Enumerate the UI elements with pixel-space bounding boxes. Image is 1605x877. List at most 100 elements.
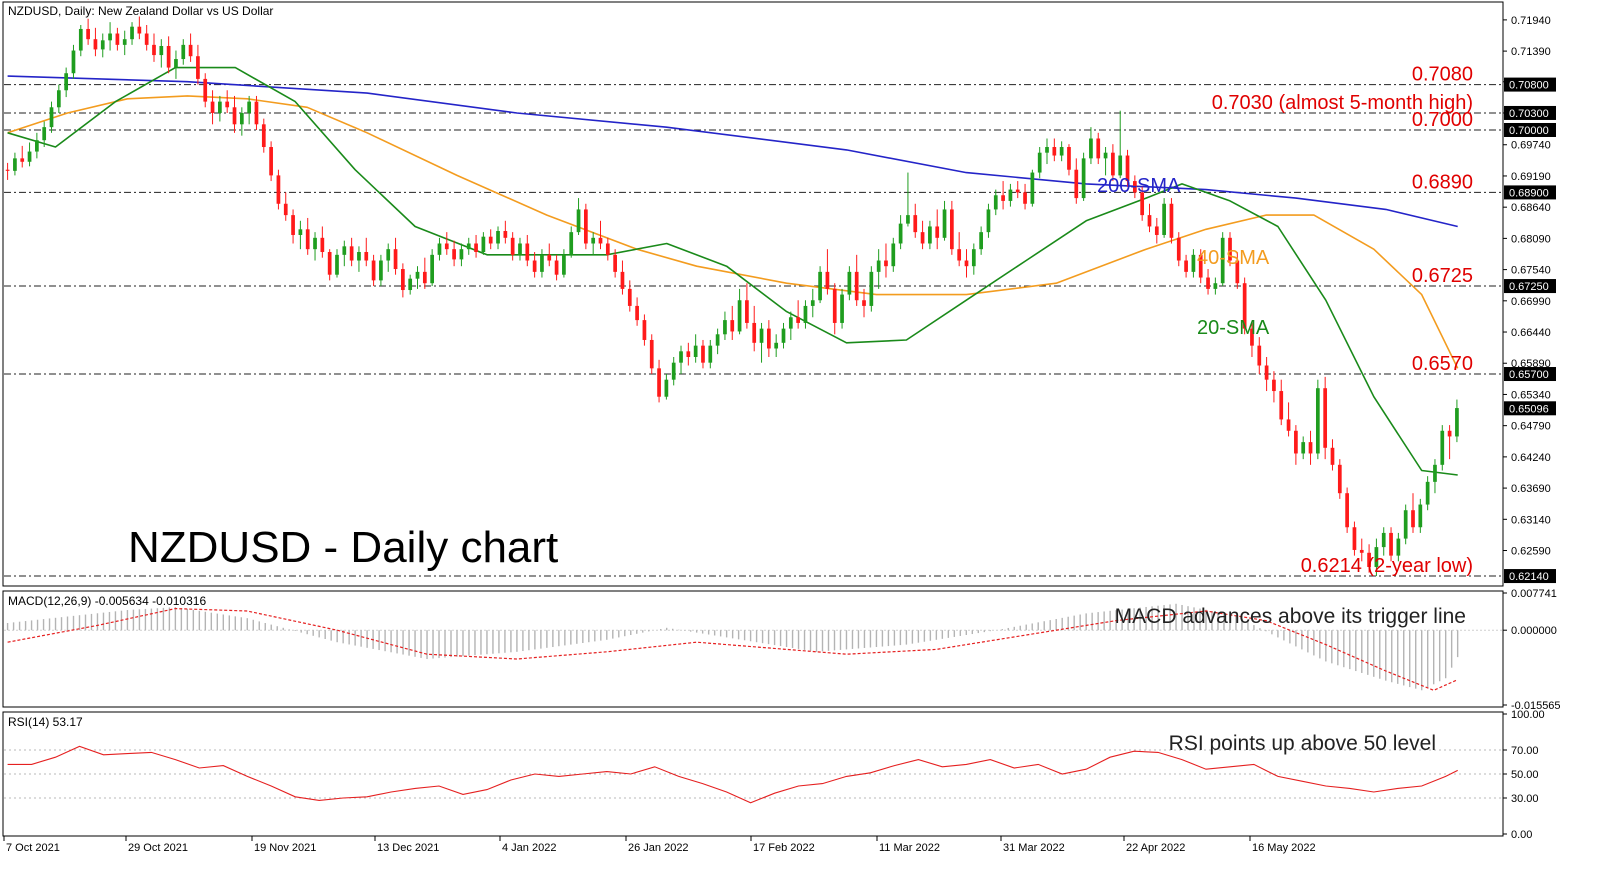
candle-body (657, 368, 661, 397)
y-tick-label: 0.69190 (1511, 171, 1551, 183)
sma-line (7, 66, 1458, 476)
candle-body (1162, 203, 1166, 235)
candle-body (327, 252, 332, 275)
candle-body (422, 271, 427, 284)
y-tick-label: 0.67540 (1511, 265, 1551, 277)
candle-body (774, 342, 779, 349)
candle-body (1132, 181, 1137, 193)
candle-body (1052, 147, 1057, 156)
candle-body (1089, 138, 1093, 159)
candle-body (1198, 254, 1203, 278)
level-badge-label: 0.67250 (1509, 281, 1549, 293)
candle-body (1206, 277, 1210, 289)
candle-body (1008, 189, 1013, 201)
candle-body (130, 26, 134, 40)
candle-body (847, 271, 852, 295)
candle-body (1279, 391, 1284, 420)
candle-body (949, 209, 954, 250)
rsi-y-tick-label: 50.00 (1511, 769, 1539, 781)
candle-body (993, 195, 998, 210)
candle-body (488, 236, 493, 244)
level-badge (1504, 279, 1556, 294)
candle-body (1250, 328, 1254, 346)
candle-body (1118, 155, 1123, 176)
candle-body (708, 345, 713, 363)
macd-annotation: MACD advances above its trigger line (1115, 605, 1466, 628)
candle-body (459, 249, 464, 260)
x-tick-label: 4 Jan 2022 (502, 842, 556, 854)
candle-body (832, 288, 837, 323)
level-label: 0.6570 (1412, 353, 1473, 375)
candle-body (298, 229, 303, 235)
candle-body (540, 254, 544, 272)
candle-body (401, 269, 405, 291)
candle-body (466, 243, 471, 250)
candle-body (605, 243, 610, 255)
candle-body (1169, 203, 1174, 238)
candle-body (137, 26, 142, 34)
candle-body (854, 271, 859, 301)
candle-body (562, 254, 566, 275)
candle-body (349, 246, 354, 261)
level-badge-label: 0.65700 (1509, 369, 1549, 381)
level-badge-label: 0.70000 (1509, 125, 1549, 137)
level-badge (1504, 367, 1556, 382)
chart-title: NZDUSD, Daily: New Zealand Dollar vs US … (8, 4, 273, 18)
macd-y-tick-label: -0.015565 (1511, 700, 1561, 712)
candle-body (510, 237, 515, 255)
y-tick-label: 0.71940 (1511, 15, 1551, 27)
candle-body (225, 101, 230, 108)
candle-body (986, 209, 991, 233)
candle-body (679, 351, 683, 363)
candle-body (1286, 419, 1291, 431)
candle-body (957, 249, 962, 261)
candle-body (291, 215, 295, 235)
candle-body (1154, 226, 1159, 235)
sma40-label: 40-SMA (1197, 247, 1270, 269)
candle-body (437, 243, 442, 255)
x-tick-label: 22 Apr 2022 (1126, 842, 1185, 854)
candle-body (27, 151, 32, 162)
candle-body (5, 169, 10, 171)
candle-body (1184, 260, 1188, 272)
candle-body (1389, 532, 1393, 556)
candle-body (1374, 547, 1379, 567)
x-tick-label: 13 Dec 2021 (377, 842, 439, 854)
candle-body (1367, 552, 1371, 567)
x-axis: 7 Oct 2021 29 Oct 2021 19 Nov 2021 13 Dec 2… (3, 836, 1316, 854)
candle-body (42, 127, 47, 141)
candle-body (444, 243, 449, 250)
macd-y-tick-label: 0.007741 (1511, 588, 1557, 600)
macd-signal-line (7, 607, 1458, 691)
candle-body (188, 44, 193, 57)
x-tick-label: 19 Nov 2021 (254, 842, 316, 854)
candle-body (554, 260, 559, 275)
candle-body (576, 209, 581, 233)
candle-body (386, 249, 391, 261)
candle-body (144, 33, 149, 45)
candle-body (93, 39, 98, 50)
candle-body (13, 158, 17, 171)
candle-body (715, 334, 720, 346)
candle-body (1455, 408, 1459, 437)
candle-body (920, 232, 925, 244)
candle-body (269, 147, 273, 176)
annotations: 0.7080 0.7030 (almost 5-month high)0.7000… (1097, 64, 1473, 577)
rsi-series (4, 745, 1502, 804)
candle-body (379, 260, 383, 281)
candle-body (627, 288, 632, 306)
candle-body (86, 28, 90, 40)
candle-body (1235, 260, 1240, 284)
candle-body (232, 107, 237, 125)
candle-body (305, 229, 310, 250)
candle-body (1228, 237, 1232, 261)
candle-body (408, 278, 413, 291)
candle-body (723, 320, 727, 335)
candle-body (1418, 504, 1423, 528)
candle-body (1381, 532, 1386, 548)
candle-body (1045, 147, 1049, 153)
chart-label: NZDUSD - Daily chart (128, 523, 558, 572)
candle-body (276, 175, 281, 204)
candle-body (1264, 365, 1269, 380)
